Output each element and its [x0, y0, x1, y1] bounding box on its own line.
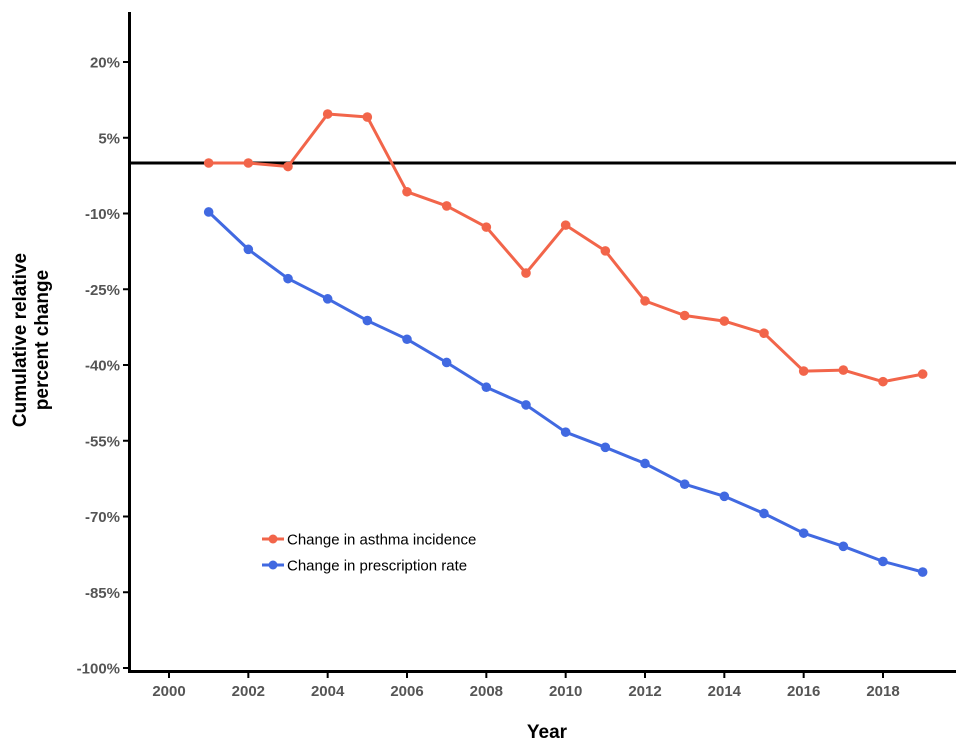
data-point	[719, 491, 730, 502]
data-point	[878, 556, 888, 567]
legend: Change in asthma incidence Change in pre…	[262, 532, 476, 575]
y-axis-title-line-1: Cumulative relative	[10, 253, 31, 427]
data-point	[759, 508, 769, 519]
series-line-prescription-rate	[207, 210, 924, 574]
data-point	[243, 158, 254, 168]
data-point	[798, 528, 809, 538]
data-point	[521, 268, 531, 278]
data-point	[441, 201, 452, 211]
x-axis-title: Year	[527, 722, 568, 742]
data-point	[719, 316, 730, 326]
data-point	[640, 458, 650, 469]
legend-item-prescription: Change in prescription rate	[262, 558, 467, 575]
data-point	[600, 246, 611, 256]
data-point	[560, 220, 571, 230]
y-axis-title-line-2: percent change	[32, 270, 53, 410]
data-point	[917, 567, 928, 577]
data-point	[441, 357, 452, 368]
data-point	[759, 328, 769, 338]
data-point	[917, 369, 928, 379]
x-tick-label: 2008	[470, 683, 503, 700]
y-tick-label: 20%	[90, 55, 120, 72]
series-layer	[203, 109, 928, 577]
legend-swatch-marker	[268, 534, 278, 544]
y-tick-label: 5%	[98, 130, 120, 147]
y-tick-label: -25%	[85, 282, 120, 299]
y-tick-label: -85%	[85, 585, 120, 602]
data-point	[679, 310, 690, 321]
data-point	[322, 294, 333, 304]
data-point	[600, 442, 611, 453]
data-point	[283, 273, 293, 284]
x-tick-label: 2010	[549, 683, 582, 700]
data-point	[878, 376, 888, 387]
y-axis-ticks: 20% 5% -10% -25% -40% -55% -70% -85% -100%	[77, 55, 129, 678]
y-tick-label: -10%	[85, 206, 120, 223]
x-tick-label: 2000	[152, 683, 185, 700]
x-tick-label: 2012	[628, 683, 661, 700]
data-point	[203, 207, 214, 217]
legend-item-asthma: Change in asthma incidence	[262, 532, 476, 549]
data-point	[521, 400, 531, 410]
data-point	[560, 427, 571, 437]
x-tick-label: 2004	[311, 683, 345, 700]
data-point	[481, 222, 492, 232]
data-point	[203, 158, 214, 168]
y-axis-title: Cumulative relative percent change	[10, 253, 53, 427]
legend-label-prescription: Change in prescription rate	[287, 558, 467, 575]
data-point	[640, 296, 650, 306]
y-tick-label: -40%	[85, 358, 120, 375]
x-tick-label: 2014	[708, 683, 742, 700]
data-point	[838, 541, 849, 552]
data-point	[283, 161, 293, 172]
data-point	[362, 112, 373, 122]
series-line-asthma-incidence	[208, 112, 923, 384]
data-point	[362, 315, 373, 326]
y-tick-label: -100%	[77, 661, 120, 678]
data-point	[243, 244, 254, 255]
x-tick-label: 2006	[390, 683, 423, 700]
legend-label-asthma: Change in asthma incidence	[287, 532, 476, 549]
x-tick-label: 2018	[866, 683, 899, 700]
data-point	[798, 366, 809, 376]
data-point	[481, 382, 492, 393]
data-point	[679, 479, 690, 489]
x-tick-label: 2002	[232, 683, 265, 700]
x-tick-label: 2016	[787, 683, 820, 700]
legend-swatch-marker	[268, 560, 278, 570]
data-point	[322, 109, 333, 119]
y-tick-label: -55%	[85, 433, 120, 450]
data-point	[402, 186, 412, 197]
x-axis-ticks: 2000 2002 2004 2006 2008 2010 2012 2014 2016 2018	[152, 673, 900, 700]
y-tick-label: -70%	[85, 509, 120, 526]
data-point	[402, 334, 412, 345]
data-point	[838, 365, 849, 375]
